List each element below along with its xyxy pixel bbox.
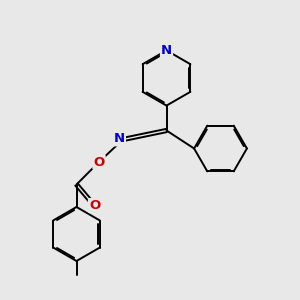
Text: O: O — [89, 199, 100, 212]
Text: O: O — [93, 155, 105, 169]
Text: N: N — [114, 132, 125, 146]
Text: N: N — [161, 44, 172, 57]
